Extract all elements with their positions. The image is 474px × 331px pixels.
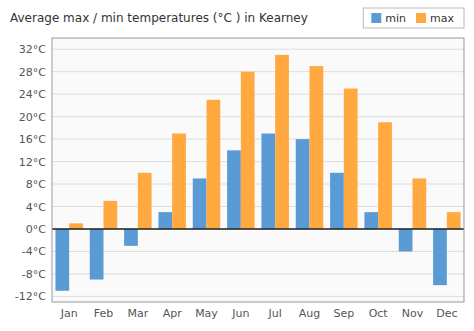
x-tick-label: Jan (60, 307, 78, 320)
grid-line (52, 273, 464, 274)
title: Average max / min temperatures (°C ) in … (10, 11, 308, 25)
chart: -12°C -8°C -4°C 0°C 4°C 8°C 12°C 16°C 20°C 24°C 28… (0, 0, 474, 331)
grid-line (52, 139, 464, 140)
bar (158, 212, 172, 229)
x-tick-label: Mar (127, 307, 148, 320)
bar (104, 201, 118, 229)
bar (69, 223, 83, 229)
grid-line (52, 49, 464, 50)
y-tick-label: 4°C (26, 201, 46, 214)
x-tick-label: Apr (163, 307, 183, 320)
y-tick-label: 24°C (19, 88, 46, 101)
bar (275, 55, 289, 229)
x-tick-label: Sep (333, 307, 354, 320)
bar (261, 133, 275, 228)
legend-label: max (430, 12, 454, 25)
bar (207, 100, 221, 229)
plot-area (52, 38, 464, 302)
grid-line (52, 116, 464, 117)
bar (364, 212, 378, 229)
x-tick-label: Oct (369, 307, 389, 320)
baseline (52, 228, 464, 230)
bar (433, 229, 447, 285)
y-tick-label: 0°C (26, 223, 46, 236)
x-tick-label: Feb (94, 307, 113, 320)
y-tick-label: 20°C (19, 111, 46, 124)
bar (138, 173, 152, 229)
legend-label: min (385, 12, 406, 25)
legend-swatch (416, 13, 426, 23)
bar (296, 139, 310, 229)
y-tick-label: 32°C (19, 43, 46, 56)
y-tick-label: -8°C (22, 268, 46, 281)
bar (413, 178, 427, 229)
bar (55, 229, 69, 291)
bar (241, 72, 255, 229)
y-tick-label: -12°C (15, 290, 46, 303)
legend-frame (363, 8, 464, 28)
bar (124, 229, 138, 246)
legend: min max (363, 8, 464, 28)
bar (227, 150, 241, 229)
x-tick-label: Jun (231, 307, 249, 320)
bar (310, 66, 324, 229)
bar (193, 178, 207, 229)
y-tick-label: -4°C (22, 245, 46, 258)
legend-swatch (371, 13, 381, 23)
x-tick-label: Aug (299, 307, 320, 320)
plot-frame (52, 38, 464, 302)
x-tick-label: Dec (436, 307, 457, 320)
grid-line (52, 296, 464, 297)
grid-line (52, 94, 464, 95)
grid-line (52, 184, 464, 185)
grid-line (52, 228, 464, 229)
bar (344, 89, 358, 229)
bar (399, 229, 413, 251)
bar (330, 173, 344, 229)
grid-line (52, 161, 464, 162)
bar (172, 133, 186, 228)
x-tick-label: Nov (402, 307, 424, 320)
bar (378, 122, 392, 229)
grid-line (52, 71, 464, 72)
x-tick-label: May (195, 307, 218, 320)
bar (90, 229, 104, 280)
x-tick-label: Jul (268, 307, 282, 320)
y-tick-label: 8°C (26, 178, 46, 191)
y-tick-label: 16°C (19, 133, 46, 146)
y-tick-label: 12°C (19, 156, 46, 169)
bar (447, 212, 461, 229)
bars (55, 55, 460, 291)
y-tick-label: 28°C (19, 66, 46, 79)
